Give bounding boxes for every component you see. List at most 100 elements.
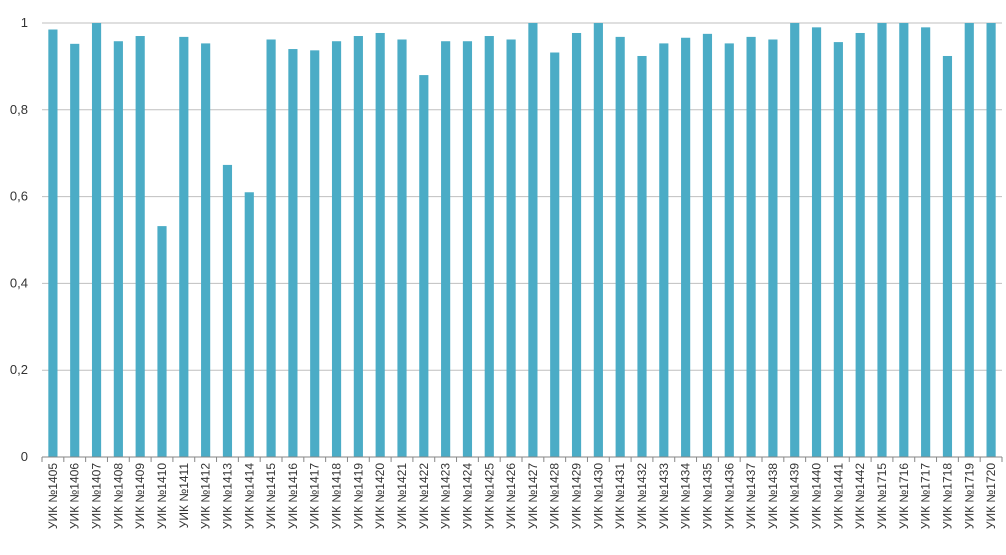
x-tick-label: УИК №1439 bbox=[788, 463, 802, 529]
bar bbox=[811, 27, 822, 458]
bar bbox=[768, 39, 778, 457]
x-tick-label: УИК №1420 bbox=[373, 463, 387, 529]
y-tick-label: 1 bbox=[21, 15, 28, 30]
x-tick-label: УИК №1436 bbox=[722, 463, 736, 529]
x-tick-label: УИК №1413 bbox=[220, 463, 234, 529]
x-tick-label: УИК №1433 bbox=[657, 463, 671, 529]
x-tick-label: УИК №1426 bbox=[504, 463, 518, 529]
x-tick-label: УИК №1409 bbox=[133, 463, 147, 529]
bar bbox=[833, 42, 843, 457]
x-tick-label: УИК №1434 bbox=[679, 463, 693, 529]
x-tick-label: УИК №1423 bbox=[439, 463, 453, 529]
x-tick-label: УИК №1441 bbox=[831, 463, 845, 529]
bar bbox=[921, 27, 931, 458]
bars bbox=[48, 23, 996, 458]
x-tick-label: УИК №1438 bbox=[766, 463, 780, 529]
x-tick-label: УИК №1717 bbox=[919, 463, 933, 529]
x-tick-label: УИК №1422 bbox=[417, 463, 431, 529]
x-tick-label: УИК №1430 bbox=[591, 463, 605, 529]
x-tick-label: УИК №1718 bbox=[940, 463, 954, 529]
bar bbox=[48, 29, 58, 457]
x-tick-label: УИК №1427 bbox=[526, 463, 540, 529]
bar bbox=[331, 41, 342, 458]
bar bbox=[201, 43, 211, 457]
bar bbox=[484, 36, 494, 458]
y-tick-label: 0,2 bbox=[10, 362, 28, 377]
x-tick-label: УИК №1429 bbox=[570, 463, 584, 529]
bar bbox=[659, 43, 669, 457]
axes bbox=[41, 456, 1003, 462]
x-tick-label: УИК №1437 bbox=[744, 463, 758, 529]
bar bbox=[681, 37, 691, 457]
x-tick-label: УИК №1417 bbox=[308, 463, 322, 529]
x-tick-label: УИК №1440 bbox=[810, 463, 824, 529]
x-tick-label: УИК №1407 bbox=[90, 463, 104, 529]
bar bbox=[70, 43, 80, 457]
x-tick-label: УИК №1424 bbox=[460, 463, 474, 529]
bar bbox=[135, 36, 145, 458]
bar bbox=[746, 36, 756, 457]
bar bbox=[899, 23, 909, 457]
x-tick-label: УИК №1410 bbox=[155, 463, 169, 529]
bar bbox=[550, 52, 560, 458]
bar bbox=[637, 55, 647, 457]
bar bbox=[506, 39, 516, 457]
bar bbox=[397, 39, 407, 457]
bar bbox=[310, 50, 320, 457]
x-tick-label: УИК №1412 bbox=[199, 463, 213, 529]
bar bbox=[113, 41, 123, 458]
x-tick-label: УИК №1415 bbox=[264, 463, 278, 529]
bar bbox=[288, 49, 298, 457]
bar bbox=[790, 23, 800, 457]
x-tick-label: УИК №1442 bbox=[853, 463, 867, 529]
y-tick-label: 0,4 bbox=[10, 275, 28, 290]
bar bbox=[593, 23, 603, 457]
bar bbox=[942, 55, 953, 457]
bar bbox=[615, 36, 625, 457]
bar bbox=[702, 33, 713, 457]
x-tick-label: УИК №1716 bbox=[897, 463, 911, 529]
x-tick-label: УИК №1418 bbox=[330, 463, 344, 529]
bar bbox=[855, 32, 865, 458]
bar bbox=[462, 41, 473, 458]
bar bbox=[877, 23, 887, 457]
x-tick-label: УИК №1428 bbox=[548, 463, 562, 529]
x-tick-label: УИК №1419 bbox=[351, 463, 365, 529]
bar bbox=[157, 226, 167, 457]
bar bbox=[441, 41, 451, 458]
y-tick-label: 0,8 bbox=[10, 102, 28, 117]
x-tick-labels: УИК №1405 УИК №1406 УИК №1407 УИК №1408 УИК … bbox=[46, 463, 998, 529]
bar bbox=[528, 23, 538, 457]
x-tick-label: УИК №1435 bbox=[700, 463, 714, 529]
bar bbox=[179, 36, 189, 457]
bar bbox=[986, 23, 996, 457]
bar bbox=[244, 192, 254, 457]
bar bbox=[571, 32, 582, 458]
x-tick-label: УИК №1405 bbox=[46, 463, 60, 529]
x-tick-label: УИК №1406 bbox=[68, 463, 82, 529]
x-tick-label: УИК №1432 bbox=[635, 463, 649, 529]
y-tick-labels: 0 0,2 0,4 0,6 0,8 1 bbox=[10, 15, 28, 464]
x-tick-label: УИК №1416 bbox=[286, 463, 300, 529]
bar bbox=[222, 164, 233, 457]
x-tick-label: УИК №1720 bbox=[984, 463, 998, 529]
x-tick-label: УИК №1431 bbox=[613, 463, 627, 529]
bar bbox=[419, 75, 429, 457]
bar bbox=[266, 39, 276, 457]
x-tick-label: УИК №1715 bbox=[875, 463, 889, 529]
bar bbox=[375, 32, 385, 458]
x-tick-label: УИК №1411 bbox=[177, 463, 191, 529]
bar bbox=[724, 43, 734, 457]
x-tick-label: УИК №1414 bbox=[242, 463, 256, 529]
x-tick-label: УИК №1421 bbox=[395, 463, 409, 529]
y-tick-label: 0,6 bbox=[10, 189, 28, 204]
bar bbox=[91, 23, 102, 457]
x-tick-label: УИК №1408 bbox=[111, 463, 125, 529]
bar bbox=[964, 23, 974, 457]
x-tick-label: УИК №1425 bbox=[482, 463, 496, 529]
y-tick-label: 0 bbox=[21, 449, 28, 464]
x-tick-label: УИК №1719 bbox=[962, 463, 976, 529]
bar bbox=[353, 36, 363, 458]
